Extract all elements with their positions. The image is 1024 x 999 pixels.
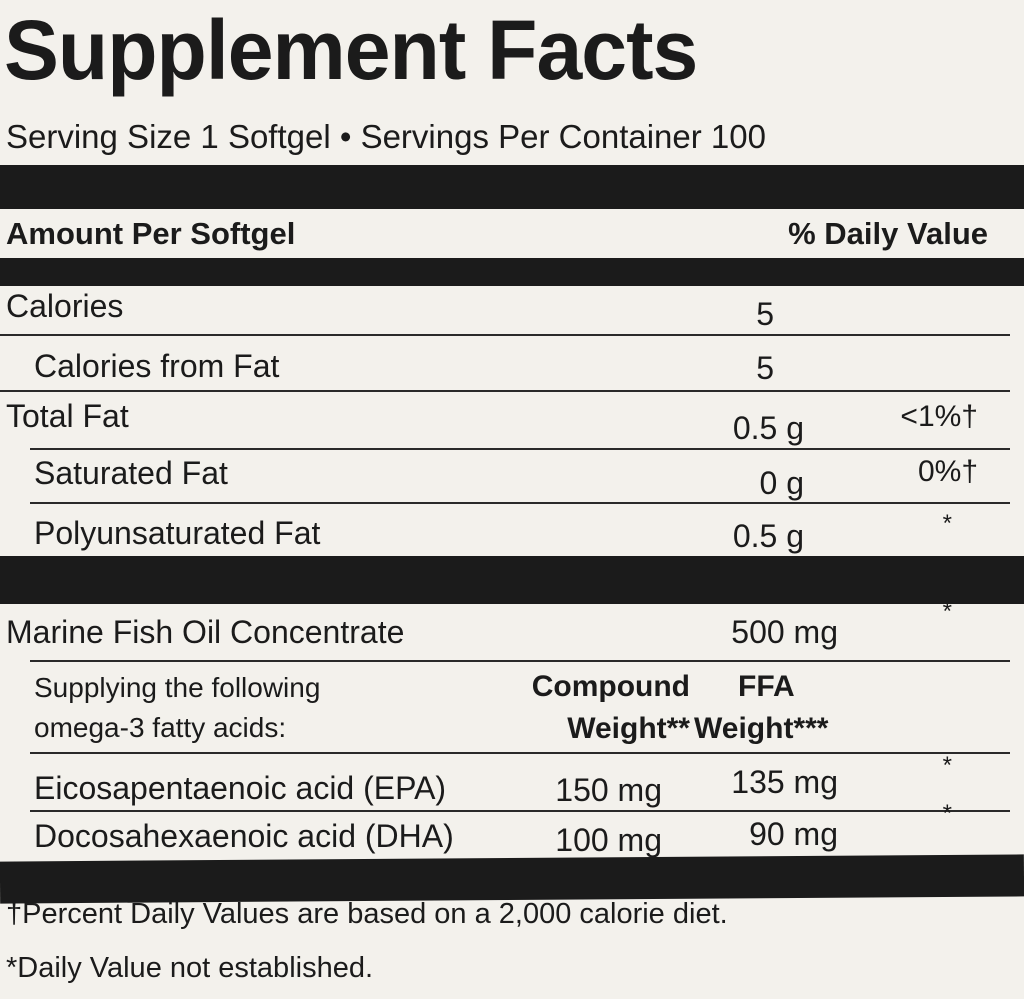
row-amount: 5 <box>756 296 774 332</box>
serving-info: Serving Size 1 Softgel • Servings Per Co… <box>6 118 766 155</box>
row-dv: * <box>942 510 952 537</box>
fish-oil-name: Marine Fish Oil Concentrate <box>6 614 405 650</box>
omega-label: omega-3 fatty acids: <box>34 712 287 743</box>
row-amount: 0.5 g <box>732 410 804 446</box>
fish-oil-dv: * <box>942 598 952 625</box>
thick-divider <box>0 854 1024 904</box>
row-name: Total Fat <box>6 398 129 434</box>
thick-divider <box>0 556 1024 604</box>
fish-oil-amount: 500 mg <box>731 614 838 650</box>
ffa-header: FFA <box>738 670 795 703</box>
row-name: Calories <box>6 288 124 324</box>
acid-ffa: 135 mg <box>731 764 838 800</box>
acid-ffa: 90 mg <box>749 816 838 852</box>
acid-dv: * <box>942 752 952 779</box>
row-dv: 0%† <box>917 455 978 488</box>
row-name: Polyunsaturated Fat <box>34 515 321 551</box>
row-amount: 5 <box>756 350 774 386</box>
daily-value-header: % Daily Value <box>788 216 988 251</box>
acid-name: Docosahexaenoic acid (DHA) <box>34 818 454 854</box>
row-name: Calories from Fat <box>34 348 280 384</box>
acid-compound: 100 mg <box>555 822 662 858</box>
acid-compound: 150 mg <box>555 772 662 808</box>
amount-header: Amount Per Softgel <box>6 216 296 251</box>
omega-label: Supplying the following <box>34 672 321 703</box>
footnote: †Percent Daily Values are based on a 2,0… <box>6 898 728 930</box>
row-name: Saturated Fat <box>34 455 228 491</box>
label-title: Supplement Facts <box>4 3 698 97</box>
thick-divider <box>0 258 1024 286</box>
acid-dv: * <box>942 800 952 827</box>
compound-header: Compound <box>531 670 690 703</box>
row-dv: <1%† <box>900 400 978 433</box>
row-amount: 0.5 g <box>732 518 804 554</box>
ffa-header: Weight*** <box>694 712 829 745</box>
acid-name: Eicosapentaenoic acid (EPA) <box>34 770 447 806</box>
thick-divider <box>0 165 1024 209</box>
footnote: *Daily Value not established. <box>6 952 374 984</box>
row-amount: 0 g <box>759 465 804 501</box>
compound-header: Weight** <box>567 712 690 745</box>
